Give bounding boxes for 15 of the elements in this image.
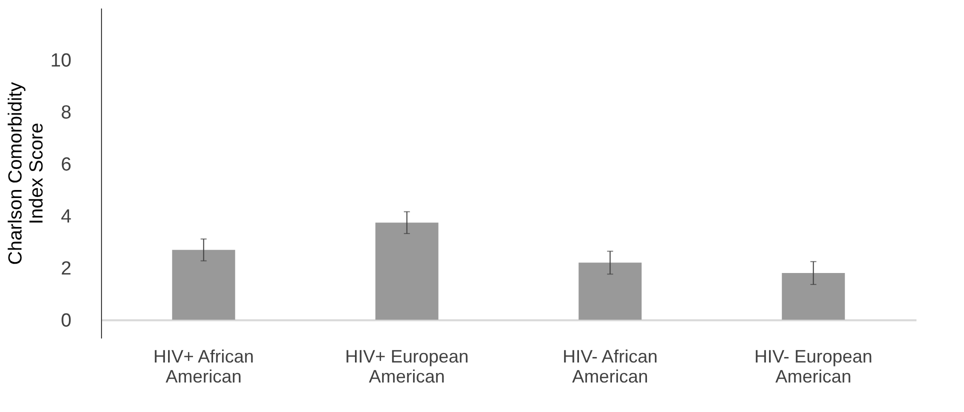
x-tick-label: HIV+ African American bbox=[153, 346, 254, 386]
x-tick-label: HIV- European American bbox=[754, 346, 872, 386]
bar bbox=[375, 222, 438, 320]
bar bbox=[172, 250, 236, 320]
y-tick-label: 10 bbox=[50, 50, 72, 72]
y-tick-label: 0 bbox=[60, 310, 72, 332]
bar bbox=[578, 262, 642, 320]
y-tick-label: 6 bbox=[60, 154, 72, 176]
y-tick-label: 2 bbox=[60, 258, 72, 280]
bar bbox=[782, 273, 845, 320]
y-axis-title: Charlson Comorbidity Index Score bbox=[5, 82, 48, 265]
x-tick-label: HIV+ European American bbox=[345, 346, 469, 386]
y-tick-label: 4 bbox=[60, 206, 72, 228]
y-tick-label: 8 bbox=[60, 102, 72, 124]
x-tick-label: HIV- African American bbox=[562, 346, 658, 386]
